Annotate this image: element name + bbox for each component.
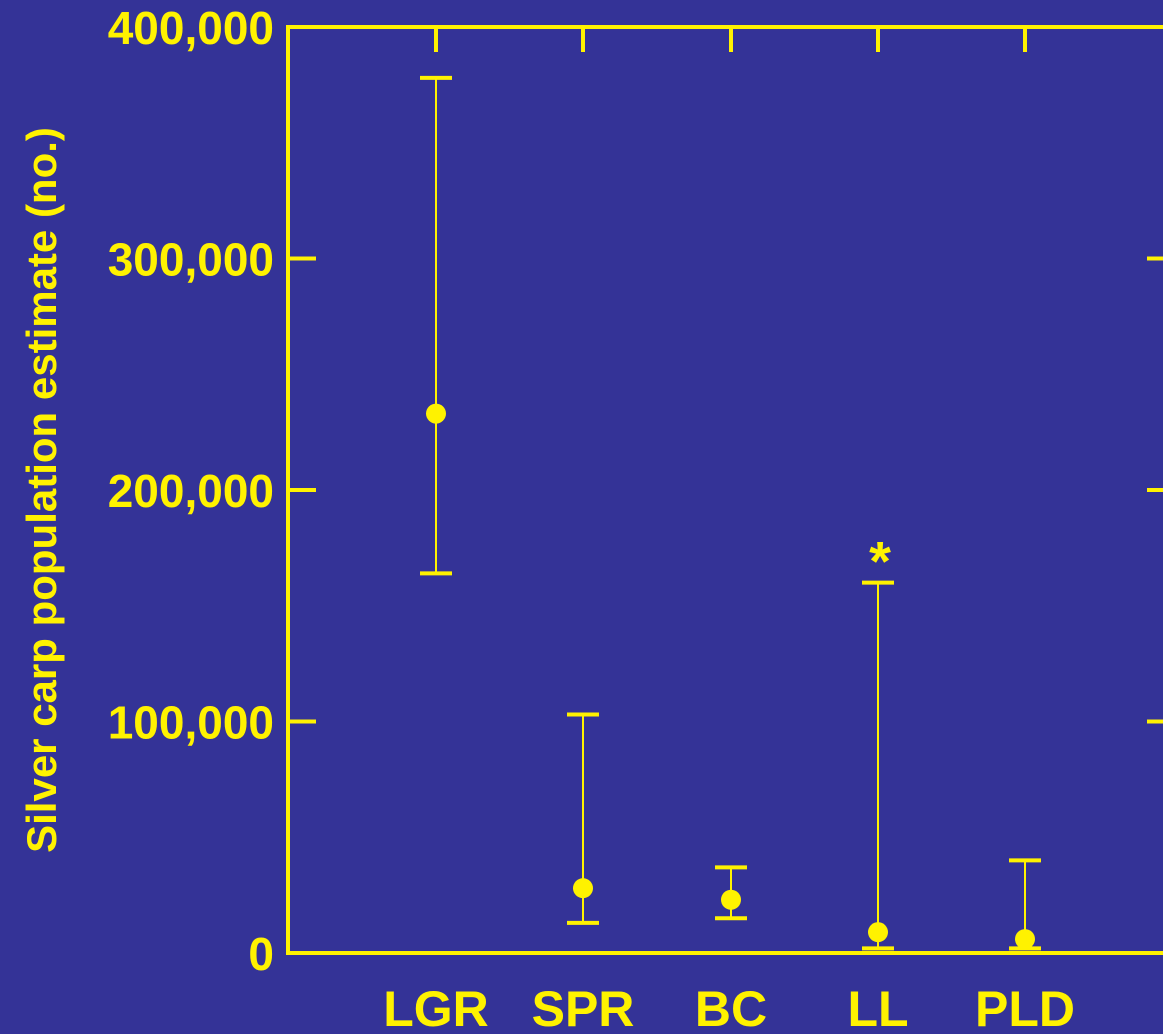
x-tick-label: BC — [695, 981, 767, 1034]
data-point-group: * — [862, 530, 894, 951]
data-point-group — [567, 712, 599, 925]
data-point-group — [1009, 858, 1041, 951]
y-tick-label: 400,000 — [108, 2, 274, 54]
y-axis-label: Silver carp population estimate (no.) — [18, 127, 65, 853]
data-point — [1015, 929, 1035, 950]
data-point — [721, 889, 741, 910]
data-point — [573, 878, 593, 899]
data-point-group — [420, 75, 452, 576]
data-point-group — [715, 865, 747, 921]
x-tick-label: PLD — [975, 981, 1075, 1034]
y-tick-label: 100,000 — [108, 697, 274, 749]
x-tick-label: LGR — [383, 981, 489, 1034]
significance-annotation: * — [869, 530, 891, 593]
x-tick-label: LL — [847, 981, 908, 1034]
x-tick-label: SPR — [532, 981, 635, 1034]
x-axis: LGR SPR BC LL PLD — [383, 27, 1075, 1034]
y-tick-label: 200,000 — [108, 465, 274, 517]
y-tick-label: 0 — [248, 928, 274, 980]
data-point — [426, 403, 446, 424]
data-marks: * — [420, 75, 1041, 951]
y-tick-label: 300,000 — [108, 234, 274, 286]
y-axis: 0 100,000 200,000 300,000 400,000 — [108, 2, 1163, 980]
data-point — [868, 922, 888, 943]
